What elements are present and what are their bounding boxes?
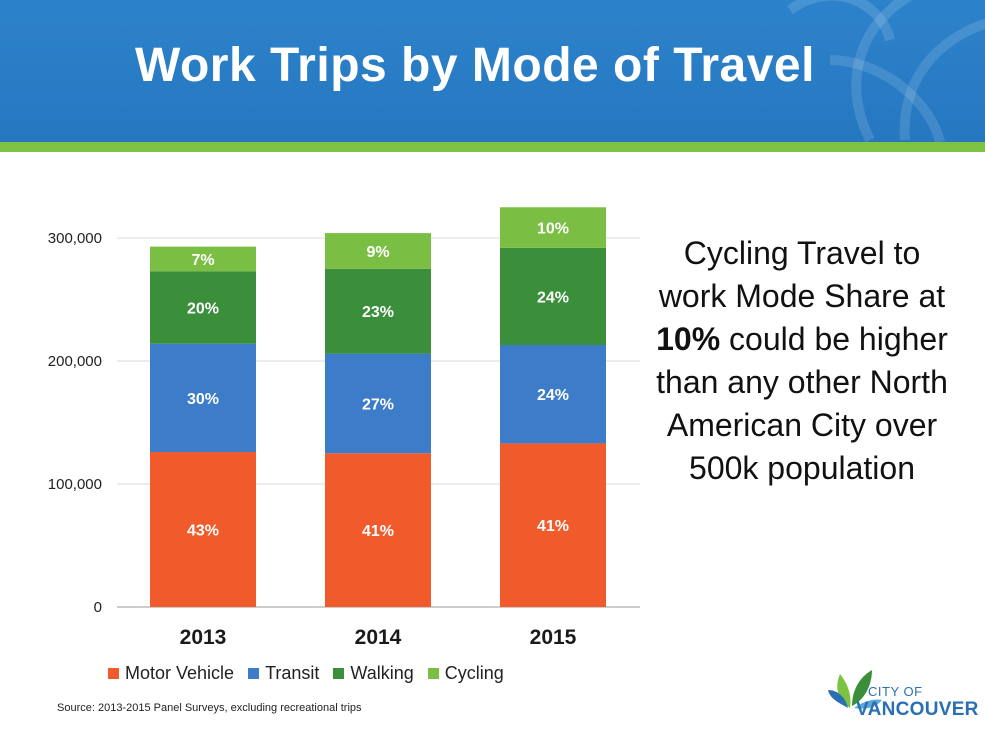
bars: 43% 30% 20% 7% 41% 27% 23% 9% 41% 24% 24% 10% xyxy=(150,207,606,607)
x-axis-labels: 2013 2014 2015 xyxy=(180,626,577,649)
bar-segment-motor-vehicle xyxy=(150,452,256,607)
page-title: Work Trips by Mode of Travel xyxy=(135,39,815,92)
y-tick-label: 300,000 xyxy=(48,230,102,247)
bar-segment-walking xyxy=(500,247,606,346)
bar-segment-transit xyxy=(325,353,431,454)
bar-segment-cycling xyxy=(500,207,606,248)
x-tick-label: 2014 xyxy=(355,626,402,649)
callout-text-after: could be higher than any other North Ame… xyxy=(656,321,948,486)
bar-segment-motor-vehicle xyxy=(500,443,606,607)
bar-segment-transit xyxy=(150,343,256,453)
bar-segment-walking xyxy=(325,268,431,354)
x-tick-label: 2015 xyxy=(530,626,577,649)
legend-entry: Transit xyxy=(248,663,319,684)
flower-logo-icon xyxy=(828,670,882,709)
bar-segment-cycling xyxy=(150,246,256,272)
y-axis-ticks: 0 100,000 200,000 300,000 xyxy=(48,230,102,616)
y-tick-label: 0 xyxy=(94,599,102,616)
y-tick-label: 200,000 xyxy=(48,353,102,370)
bar-data-label: 10% xyxy=(537,221,569,238)
legend-swatch xyxy=(427,667,439,679)
leaf-watermark-icon xyxy=(787,0,985,142)
legend-label: Cycling xyxy=(444,662,504,683)
bar-segment-cycling xyxy=(325,233,431,269)
bar-data-label: 7% xyxy=(191,252,214,269)
callout-text: Cycling Travel to work Mode Share at 10%… xyxy=(652,232,952,490)
legend-entry: Motor Vehicle xyxy=(108,663,234,684)
logo-line2: VANCOUVER xyxy=(856,699,979,720)
callout-highlight: 10% xyxy=(656,321,721,357)
legend-swatch xyxy=(248,667,260,679)
bar-data-label: 24% xyxy=(537,289,569,306)
bar-data-label: 41% xyxy=(537,518,569,535)
bar-segment-motor-vehicle xyxy=(325,453,431,607)
bar-segment-transit xyxy=(500,345,606,444)
bar-data-label: 20% xyxy=(187,300,219,317)
legend-swatch xyxy=(108,667,119,679)
callout-text-before: Cycling Travel to work Mode Share at xyxy=(658,235,946,314)
bar-data-label: 43% xyxy=(187,523,219,540)
chart-legend: Motor Vehicle Transit Walking Cycling xyxy=(108,660,504,686)
bar-data-label: 30% xyxy=(187,391,219,408)
bar-segment-walking xyxy=(150,271,256,344)
source-note: Source: 2013-2015 Panel Surveys, excludi… xyxy=(57,702,362,714)
bar-data-label: 27% xyxy=(362,396,394,413)
legend-label: Walking xyxy=(350,662,414,683)
city-of-vancouver-logo: CITY OF VANCOUVER xyxy=(828,660,978,722)
legend-label: Transit xyxy=(265,662,320,683)
bar-data-label: 9% xyxy=(366,244,389,261)
legend-entry: Walking xyxy=(333,662,414,684)
legend-swatch xyxy=(333,667,345,679)
header-banner: Work Trips by Mode of Travel xyxy=(0,0,985,142)
header-stripe xyxy=(0,142,985,152)
legend-entry: Cycling xyxy=(427,662,504,684)
legend-label: Motor Vehicle xyxy=(125,662,235,683)
y-tick-label: 100,000 xyxy=(48,476,102,493)
bar-data-label: 41% xyxy=(362,523,394,540)
logo-line1: CITY OF xyxy=(868,684,923,699)
bar-data-label: 23% xyxy=(362,304,394,321)
x-tick-label: 2013 xyxy=(180,626,227,649)
bar-data-label: 24% xyxy=(537,387,569,404)
